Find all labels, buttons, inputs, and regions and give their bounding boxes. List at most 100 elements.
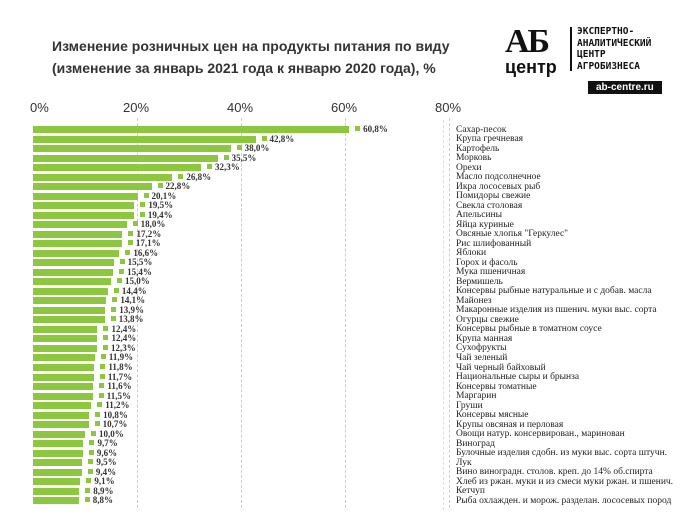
bar (33, 364, 95, 371)
category-label: Масло подсолнечное (456, 172, 541, 183)
data-label: 13,8% (111, 314, 144, 324)
logo-url: ab-centre.ru (588, 81, 662, 94)
data-label: 16,6% (125, 248, 158, 258)
data-label: 13,9% (111, 305, 144, 315)
bar (33, 135, 256, 143)
bar (33, 497, 79, 505)
category-label: Морковь (456, 153, 492, 164)
logo-ab: АБ (505, 23, 550, 60)
data-label: 11,8% (100, 362, 132, 372)
data-label: 12,4% (103, 324, 136, 334)
data-label: 10,0% (91, 429, 124, 439)
category-label: Вино виноградн. столов. креп. до 14% об.… (456, 467, 653, 478)
category-label: Консервы томатные (456, 381, 537, 392)
category-label: Горох и фасоль (456, 257, 518, 268)
data-label: 9,1% (86, 476, 114, 486)
data-label: 9,6% (89, 448, 117, 458)
bar (33, 421, 89, 429)
data-label: 10,8% (95, 410, 128, 420)
bar (33, 287, 108, 295)
data-label: 11,2% (97, 400, 129, 410)
bar (33, 392, 93, 400)
bar (33, 230, 123, 238)
label-separator (443, 120, 444, 510)
category-label: Крупы овсяная и перловая (456, 419, 564, 430)
category-label: Кетчуп (456, 486, 485, 497)
bar (33, 126, 350, 133)
data-label: 14,1% (112, 295, 145, 305)
data-label: 38,0% (237, 143, 270, 153)
bar (33, 344, 97, 352)
bar (33, 297, 107, 305)
bar (33, 383, 94, 391)
bar (33, 268, 114, 276)
logo-text: ЭКСПЕРТНО- АНАЛИТИЧЕСКИЙ ЦЕНТР АГРОБИЗНЕ… (577, 26, 651, 72)
bar (33, 325, 98, 333)
category-label: Мука пшеничная (456, 267, 526, 278)
x-tick-label: 20% (123, 100, 150, 115)
bar (33, 240, 122, 248)
category-label: Крупа манная (456, 333, 513, 344)
data-label: 15,5% (120, 257, 153, 267)
data-label: 15,0% (117, 276, 150, 286)
category-label: Рыба охлажден. и морож. разделан. лососе… (456, 495, 672, 506)
gridline (449, 118, 450, 508)
bar (33, 154, 218, 162)
bar (33, 402, 92, 410)
category-label: Орехи (456, 162, 482, 173)
logo-line: АНАЛИТИЧЕСКИЙ (577, 37, 652, 49)
data-label: 9,4% (88, 467, 116, 477)
category-label: Огурцы свежие (456, 314, 519, 325)
category-label: Лук (456, 457, 472, 468)
bar (33, 487, 80, 495)
x-tick-label: 80% (435, 100, 462, 115)
category-label: Булочные изделия сдобн. из муки выс. сор… (456, 448, 668, 459)
data-label: 11,7% (100, 372, 132, 382)
data-label: 8,8% (85, 495, 113, 505)
bar (33, 316, 105, 324)
data-label: 26,8% (178, 172, 211, 182)
category-label: Виноград (456, 438, 495, 449)
category-label: Консервы рыбные натуральные и с добав. м… (456, 286, 652, 297)
bar (33, 373, 94, 381)
bar (33, 478, 81, 486)
category-label: Рис шлифованный (456, 238, 532, 249)
bar (33, 164, 201, 172)
category-label: Свекла столовая (456, 200, 523, 211)
category-label: Консервы рыбные в томатном соусе (456, 324, 602, 335)
data-label: 12,4% (103, 333, 136, 343)
gridline (345, 118, 346, 508)
category-label: Овсяные хлопья "Геркулес" (456, 229, 569, 240)
logo-divider (570, 27, 572, 71)
category-label: Майонез (456, 295, 492, 306)
category-label: Маргарин (456, 391, 497, 402)
x-tick-label: 0% (30, 100, 49, 115)
bar (33, 211, 134, 219)
data-label: 11,5% (99, 391, 131, 401)
bar (33, 183, 152, 191)
bar (33, 449, 83, 457)
logo-line: ЭКСПЕРТНО- (577, 26, 635, 37)
category-label: Чай зеленый (456, 352, 508, 363)
category-label: Национальные сыры и брынза (456, 372, 580, 383)
bar (33, 259, 114, 267)
category-label: Сухофрукты (456, 343, 507, 354)
bar (33, 459, 83, 467)
category-label: Чай черный байховый (456, 362, 546, 373)
bar (33, 354, 95, 362)
bar (33, 192, 138, 200)
data-label: 11,9% (101, 352, 133, 362)
logo-line: АГРОБИЗНЕСА (577, 60, 640, 72)
data-label: 10,7% (95, 419, 128, 429)
data-label: 35,5% (224, 153, 257, 163)
data-label: 19,4% (140, 210, 173, 220)
category-label: Хлеб из ржан. муки и из смеси муки ржан.… (456, 476, 674, 487)
bar (33, 202, 135, 210)
data-label: 17,1% (128, 238, 161, 248)
bar (33, 249, 120, 257)
data-label: 32,3% (207, 162, 240, 172)
category-label: Макаронные изделия из пшенич. муки выс. … (456, 305, 657, 316)
data-label: 22,8% (158, 181, 191, 191)
data-label: 12,3% (103, 343, 136, 353)
bar (33, 440, 84, 448)
